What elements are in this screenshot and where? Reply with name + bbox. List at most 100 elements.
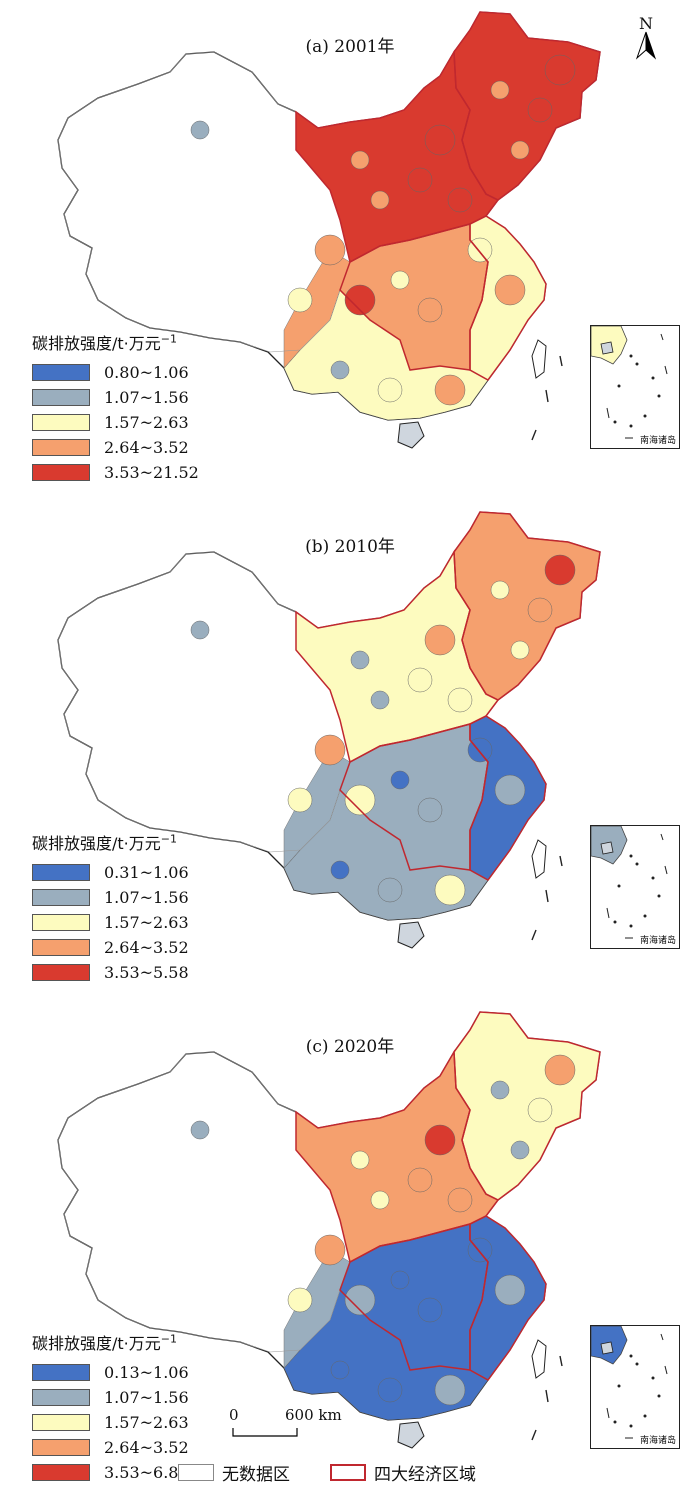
legend-swatch — [32, 1439, 90, 1456]
city-unit — [344, 284, 376, 316]
city-unit — [417, 797, 443, 823]
city-unit — [527, 1097, 553, 1123]
city-unit — [190, 620, 210, 640]
legend-row: 1.07~1.56 — [32, 385, 199, 410]
legend-swatch — [32, 1464, 90, 1481]
legend-label: 0.80~1.06 — [104, 363, 189, 382]
city-unit — [490, 1080, 510, 1100]
legend-row: 2.64~3.52 — [32, 1435, 189, 1460]
legend: 碳排放强度/t·万元−1 0.31~1.06 1.07~1.56 1.57~2.63… — [32, 830, 189, 985]
city-unit — [377, 877, 403, 903]
south-china-sea-inset: 南海诸岛 — [590, 825, 680, 949]
city-unit — [494, 274, 526, 306]
hainan-island — [397, 421, 425, 449]
city-unit — [494, 1274, 526, 1306]
city-unit — [527, 597, 553, 623]
city-unit — [377, 377, 403, 403]
legend: 碳排放强度/t·万元−1 0.80~1.06 1.07~1.56 1.57~2.63… — [32, 330, 199, 485]
legend-row: 2.64~3.52 — [32, 435, 199, 460]
scale-start: 0 — [229, 1406, 239, 1424]
legend-swatch — [32, 939, 90, 956]
economic-region-boundary — [295, 49, 500, 264]
city-unit — [447, 1187, 473, 1213]
city-unit — [424, 1124, 456, 1156]
scale-bar: 0 600 km — [229, 1406, 342, 1442]
city-unit — [434, 874, 466, 906]
city-unit — [344, 784, 376, 816]
legend-row: 2.64~3.52 — [32, 935, 189, 960]
south-china-sea-inset: 南海诸岛 — [590, 325, 680, 449]
legend-row: 1.57~2.63 — [32, 1410, 189, 1435]
economic-region-boundary — [295, 1049, 500, 1264]
city-unit — [417, 1297, 443, 1323]
legend-label: 1.07~1.56 — [104, 1388, 189, 1407]
legend-label: 3.53~21.52 — [104, 463, 199, 482]
panel-title: (b) 2010年 — [305, 537, 395, 557]
legend-row: 3.53~5.58 — [32, 960, 189, 985]
hainan-island — [397, 1421, 425, 1449]
hainan-island — [397, 921, 425, 949]
region-swatch — [330, 1464, 366, 1481]
legend-title: 碳排放强度/t·万元−1 — [32, 1332, 177, 1353]
city-unit — [314, 234, 346, 266]
legend-row: 1.07~1.56 — [32, 885, 189, 910]
legend-row: 0.80~1.06 — [32, 360, 199, 385]
city-unit — [330, 360, 350, 380]
city-unit — [390, 1270, 410, 1290]
legend-swatch — [32, 464, 90, 481]
city-unit — [287, 1287, 313, 1313]
bottom-legend: 无数据区 四大经济区域 — [0, 1458, 700, 1488]
north-label: N — [639, 14, 653, 33]
city-unit — [544, 554, 576, 586]
legend-swatch — [32, 1414, 90, 1431]
city-unit — [390, 270, 410, 290]
north-arrow-icon: N — [631, 14, 661, 64]
city-unit — [390, 770, 410, 790]
city-unit — [370, 1190, 390, 1210]
panel-title: (a) 2001年 — [305, 37, 395, 57]
legend-label: 2.64~3.52 — [104, 938, 189, 957]
city-unit — [434, 1374, 466, 1406]
economic-region-boundary — [469, 215, 547, 381]
legend-label: 2.64~3.52 — [104, 1438, 189, 1457]
city-unit — [407, 667, 433, 693]
legend-row: 3.53~6.89 — [32, 1460, 189, 1485]
legend-label: 0.13~1.06 — [104, 1363, 189, 1382]
china-map — [57, 1011, 601, 1449]
city-unit — [407, 167, 433, 193]
taiwan-island — [531, 339, 547, 379]
legend-row: 1.57~2.63 — [32, 410, 199, 435]
city-unit — [544, 1054, 576, 1086]
legend-row: 0.13~1.06 — [32, 1360, 189, 1385]
inset-label: 南海诸岛 — [639, 436, 676, 446]
legend-label: 3.53~5.58 — [104, 963, 189, 982]
legend-swatch — [32, 864, 90, 881]
city-unit — [447, 687, 473, 713]
economic-region-boundary — [295, 549, 500, 764]
economic-region-boundary — [469, 715, 547, 881]
no-data-swatch — [178, 1464, 214, 1481]
city-unit — [314, 1234, 346, 1266]
legend-label: 1.07~1.56 — [104, 888, 189, 907]
legend-label: 1.57~2.63 — [104, 413, 189, 432]
legend-no-data: 无数据区 — [178, 1460, 290, 1485]
city-unit — [370, 690, 390, 710]
city-unit — [447, 187, 473, 213]
city-unit — [287, 787, 313, 813]
city-unit — [330, 860, 350, 880]
inset-label: 南海诸岛 — [639, 936, 676, 946]
map-panel-c: (c) 2020年 碳排放强度/t·万元−1 0.13~1.06 1.07~1.5… — [0, 1000, 700, 1500]
city-unit — [314, 734, 346, 766]
city-unit — [510, 140, 530, 160]
legend-row: 1.07~1.56 — [32, 1385, 189, 1410]
legend-label: 1.57~2.63 — [104, 1413, 189, 1432]
city-unit — [490, 580, 510, 600]
legend-title: 碳排放强度/t·万元−1 — [32, 332, 177, 353]
city-unit — [350, 150, 370, 170]
china-map — [57, 511, 601, 949]
region-label: 四大经济区域 — [374, 1465, 476, 1485]
legend-row: 3.53~21.52 — [32, 460, 199, 485]
legend-swatch — [32, 889, 90, 906]
legend-label: 3.53~6.89 — [104, 1463, 189, 1482]
taiwan-island — [531, 839, 547, 879]
